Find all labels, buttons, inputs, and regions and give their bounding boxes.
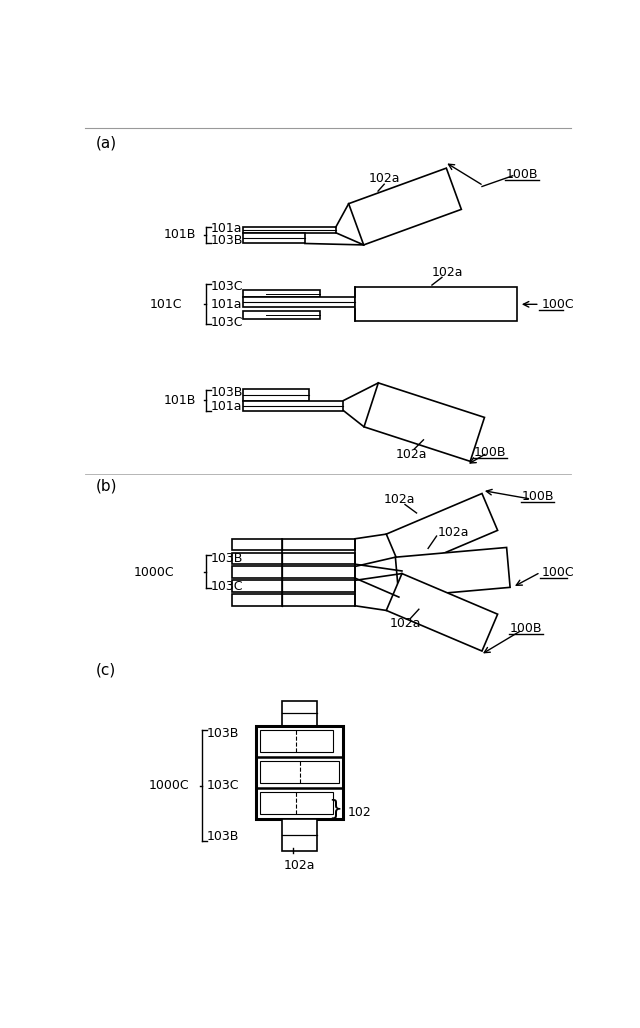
Polygon shape (349, 169, 461, 245)
Text: (b): (b) (95, 478, 117, 493)
Text: 103C: 103C (211, 280, 243, 293)
Text: 103B: 103B (207, 728, 239, 740)
Text: 1000C: 1000C (133, 565, 174, 579)
Text: 103C: 103C (207, 779, 239, 792)
Text: }: } (328, 799, 343, 818)
Text: 102a: 102a (396, 448, 427, 461)
Text: 101a: 101a (211, 400, 243, 413)
Bar (232, 581, 355, 592)
Bar (260, 730, 333, 751)
Bar (232, 553, 355, 564)
Text: 100C: 100C (542, 565, 575, 579)
Text: 103B: 103B (211, 386, 243, 399)
Text: 101a: 101a (211, 222, 243, 235)
Bar (243, 232, 305, 244)
Text: 100B: 100B (509, 622, 542, 635)
Text: 102a: 102a (284, 858, 316, 872)
Text: 102a: 102a (431, 266, 463, 280)
Text: 103B: 103B (211, 552, 243, 565)
Bar (255, 726, 344, 818)
Text: 101B: 101B (163, 228, 196, 241)
Text: 103B: 103B (207, 830, 239, 843)
Text: 103B: 103B (211, 234, 243, 247)
Text: 101a: 101a (211, 298, 243, 310)
Text: (a): (a) (95, 136, 116, 151)
Text: 100B: 100B (506, 168, 538, 181)
Bar (260, 761, 339, 783)
Text: 102: 102 (348, 806, 371, 819)
Bar (232, 539, 355, 550)
Bar (355, 288, 516, 321)
Bar (243, 311, 320, 319)
Bar (243, 297, 355, 307)
Polygon shape (364, 382, 484, 462)
Text: 102a: 102a (389, 618, 420, 630)
Bar (282, 818, 317, 851)
Bar (243, 227, 336, 232)
Polygon shape (387, 493, 498, 571)
Text: 102a: 102a (384, 492, 415, 506)
Text: 102a: 102a (369, 173, 400, 185)
Text: 100B: 100B (521, 490, 554, 504)
Bar (243, 389, 308, 401)
Text: 100B: 100B (474, 446, 506, 460)
Bar (243, 401, 344, 410)
Text: 103C: 103C (211, 316, 243, 329)
Bar (243, 290, 320, 297)
Text: 1000C: 1000C (148, 779, 189, 792)
Bar (282, 701, 317, 726)
Polygon shape (387, 574, 498, 651)
Text: (c): (c) (95, 662, 116, 677)
Text: 101C: 101C (149, 298, 182, 310)
Text: 102a: 102a (437, 525, 469, 539)
Bar (232, 566, 355, 578)
Bar (260, 793, 333, 814)
Bar (232, 594, 355, 605)
Text: 103C: 103C (211, 580, 243, 592)
Polygon shape (396, 548, 510, 597)
Text: 101B: 101B (163, 394, 196, 407)
Text: 100C: 100C (541, 298, 574, 310)
